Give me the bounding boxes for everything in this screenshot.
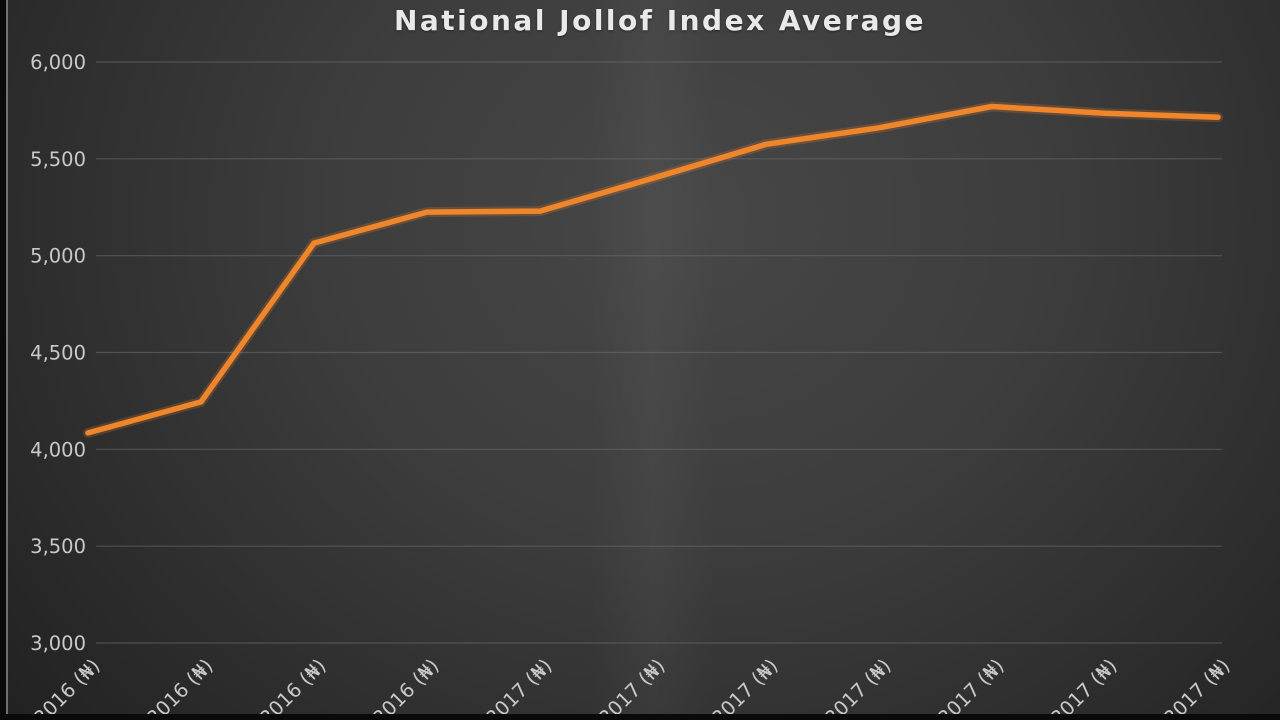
y-tick-label: 3,000 xyxy=(30,632,86,655)
x-tick-label: March 2017 (₦) xyxy=(548,654,670,720)
x-tick-label: August 2017 (₦) xyxy=(1107,654,1235,720)
series-line-glow xyxy=(83,101,1223,438)
x-tick-label: August 2016 (₦) xyxy=(90,654,218,720)
left-frame-bar xyxy=(0,0,6,720)
x-tick-label: October 2016 (₦) xyxy=(309,654,444,720)
x-tick-label: April 2017 (₦) xyxy=(671,654,782,720)
x-tick-label: July 2017 (₦) xyxy=(1016,654,1122,720)
y-tick-label: 5,500 xyxy=(30,148,86,171)
series-line xyxy=(85,103,1221,436)
bottom-frame-bar xyxy=(0,714,1280,720)
y-tick-label: 5,000 xyxy=(30,245,86,268)
y-tick-label: 6,000 xyxy=(30,51,86,74)
left-frame-line xyxy=(6,0,8,720)
x-tick-label: July 2016 (₦) xyxy=(0,654,105,720)
x-tick-label: June 2017 (₦) xyxy=(897,654,1008,720)
y-tick-label: 3,500 xyxy=(30,535,86,558)
chart-title: National Jollof Index Average xyxy=(393,4,927,37)
y-tick-label: 4,500 xyxy=(30,342,86,365)
y-tick-label: 4,000 xyxy=(30,438,86,461)
x-tick-label: May 2017 (₦) xyxy=(787,654,895,720)
